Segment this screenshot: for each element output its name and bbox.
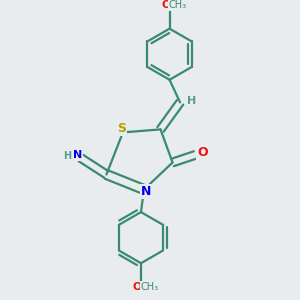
Text: CH₃: CH₃ <box>169 0 187 10</box>
Text: S: S <box>117 122 126 135</box>
Text: O: O <box>133 282 142 292</box>
Text: N: N <box>73 150 83 160</box>
Text: H: H <box>187 96 196 106</box>
Text: H: H <box>63 151 71 160</box>
Text: CH₃: CH₃ <box>140 282 158 292</box>
Text: N: N <box>141 184 152 197</box>
Text: O: O <box>161 0 171 10</box>
Text: O: O <box>197 146 208 159</box>
